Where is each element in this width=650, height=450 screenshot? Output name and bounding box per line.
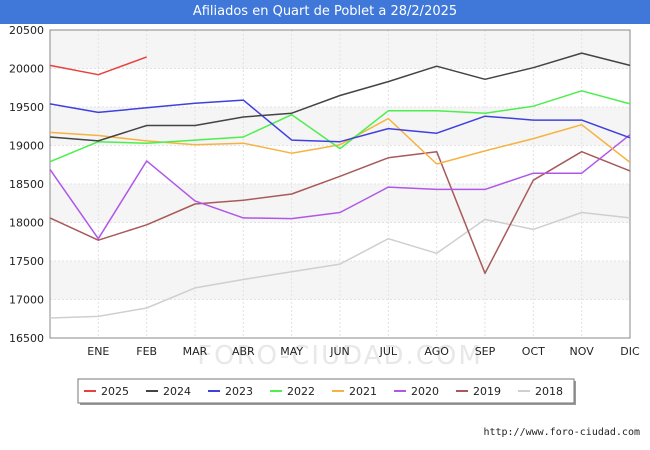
x-tick-label: ENE xyxy=(87,345,109,358)
x-tick-label: MAR xyxy=(183,345,208,358)
y-tick-label: 19000 xyxy=(9,140,44,153)
legend-label-2021: 2021 xyxy=(349,385,377,398)
series-line-2021 xyxy=(49,117,631,165)
legend-label-2025: 2025 xyxy=(101,385,129,398)
legend-label-2019: 2019 xyxy=(473,385,501,398)
x-tick-label: NOV xyxy=(570,345,595,358)
series-line-2025 xyxy=(49,56,147,76)
series-line-2022 xyxy=(49,90,631,163)
axes xyxy=(49,29,631,339)
legend-box xyxy=(77,378,575,404)
plot-frame xyxy=(49,29,631,339)
footer-credit[interactable]: http://www.foro-ciudad.com xyxy=(483,427,640,438)
series-lines xyxy=(49,52,631,319)
x-tick-label: FEB xyxy=(136,345,157,358)
legend: 2025 2024 2023 2022 2021 2020 2019 2018 xyxy=(77,378,576,405)
y-tick-label: 18500 xyxy=(9,178,44,191)
legend-label-2020: 2020 xyxy=(411,385,439,398)
y-tick-label: 20500 xyxy=(9,24,44,37)
series-line-2024 xyxy=(49,52,631,142)
series-line-2019 xyxy=(49,150,631,275)
y-tick-label: 17000 xyxy=(9,294,44,307)
y-tick-label: 16500 xyxy=(9,332,44,345)
x-tick-label: DIC xyxy=(620,345,640,358)
y-tick-labels: 16500 17000 17500 18000 18500 19000 19500 20000… xyxy=(9,24,44,345)
x-tick-label: JUL xyxy=(379,345,398,358)
x-tick-label: AGO xyxy=(424,345,449,358)
x-tick-label: ABR xyxy=(232,345,255,358)
y-tick-label: 17500 xyxy=(9,255,44,268)
x-tick-labels: ENE FEB MAR ABR MAY JUN JUL AGO SEP OCT NOV DIC xyxy=(87,345,640,358)
y-tick-label: 18000 xyxy=(9,217,44,230)
x-tick-label: SEP xyxy=(475,345,496,358)
x-tick-label: OCT xyxy=(522,345,545,358)
legend-label-2018: 2018 xyxy=(535,385,563,398)
series-line-2020 xyxy=(49,134,631,240)
legend-label-2022: 2022 xyxy=(287,385,315,398)
watermark-text: FORO-CIUDAD.COM xyxy=(197,341,483,371)
legend-label-2024: 2024 xyxy=(163,385,191,398)
legend-label-2023: 2023 xyxy=(225,385,253,398)
x-tick-label: MAY xyxy=(280,345,303,358)
x-tick-label: JUN xyxy=(329,345,350,358)
chart-title: Afiliados en Quart de Poblet a 28/2/2025 xyxy=(0,0,650,24)
series-line-2018 xyxy=(49,211,631,319)
y-tick-label: 19500 xyxy=(9,101,44,114)
y-tick-label: 20000 xyxy=(9,63,44,76)
series-line-2023 xyxy=(49,99,631,143)
